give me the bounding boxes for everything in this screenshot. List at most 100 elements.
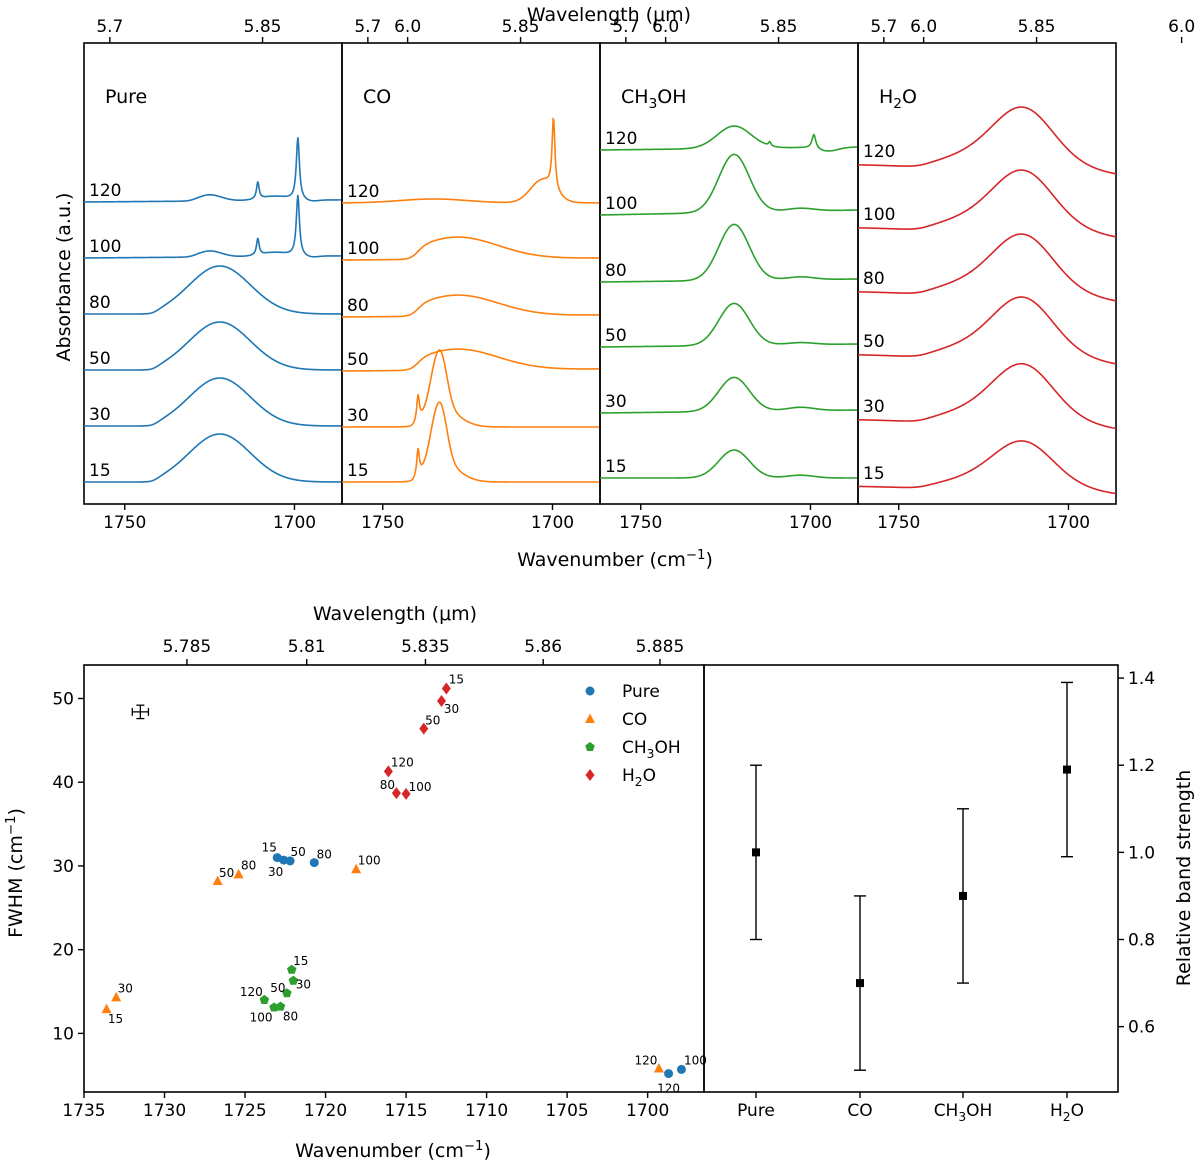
panel-label-co: CO [363, 86, 391, 108]
temp-label-ch3oh-120: 120 [605, 129, 637, 149]
fwhm-point-CH3OH-50 [282, 988, 292, 998]
wavenumber-tick-label: 1700 [789, 513, 832, 533]
temp-label-h2o-50: 50 [863, 332, 885, 352]
top-panel-spectra-h2o [858, 106, 1116, 495]
temp-label-co-15: 15 [347, 461, 369, 481]
temp-label-co-50: 50 [347, 350, 369, 370]
legend-label-ch3oh: CH3OH [622, 738, 681, 761]
temp-label-co-120: 120 [347, 182, 379, 202]
fwhm-point-CO-50 [212, 875, 223, 886]
wavelength-tick-label: 6.0 [652, 17, 679, 37]
fwhm-point-H2O-50 [419, 722, 429, 735]
band-strength-category-label: Pure [737, 1101, 775, 1121]
fwhm-wavelength-tick-label: 5.81 [288, 637, 326, 657]
top-panel-wavelength-title: Wavelength (μm) [527, 4, 691, 26]
legend-marker-h2o [585, 769, 595, 781]
wavenumber-tick-label: 1750 [361, 513, 404, 533]
wavelength-tick-label: 6.0 [1168, 17, 1195, 37]
top-panel-frame-co [341, 42, 601, 505]
top-panel-frame-h2o [857, 42, 1117, 505]
bottom-panel-wavenumber-title: Wavenumber (cm−1) [295, 1139, 491, 1162]
fwhm-point-label: 50 [270, 981, 285, 995]
fwhm-point-label: 50 [425, 714, 440, 728]
fwhm-x-tick-label: 1735 [62, 1101, 105, 1121]
temp-label-h2o-30: 30 [863, 397, 885, 417]
fwhm-point-label: 30 [444, 702, 459, 716]
spectrum-ch3oh-30K [600, 376, 858, 414]
fwhm-point-label: 80 [241, 858, 256, 872]
fwhm-wavelength-tick-label: 5.835 [401, 637, 450, 657]
wavelength-tick-label: 6.0 [394, 17, 421, 37]
fwhm-point-label: 120 [657, 1082, 680, 1096]
fwhm-x-tick-label: 1730 [143, 1101, 186, 1121]
fwhm-point-label: 100 [250, 1010, 273, 1024]
spectrum-h2o-120K [858, 106, 1116, 175]
fwhm-point-CH3OH-120 [259, 994, 270, 1004]
band-strength-y-tick-label: 1.2 [1128, 756, 1155, 776]
temp-label-pure-30: 30 [89, 405, 111, 425]
temp-label-ch3oh-80: 80 [605, 261, 627, 281]
wavelength-tick-label: 5.85 [1018, 17, 1056, 37]
legend-label-pure: Pure [622, 682, 660, 702]
fwhm-point-CH3OH-30 [288, 975, 299, 985]
fwhm-point-label: 50 [290, 845, 305, 859]
fwhm-x-tick-label: 1715 [384, 1101, 427, 1121]
spectrum-co-100K [342, 236, 600, 261]
fwhm-x-tick-label: 1700 [626, 1101, 669, 1121]
temp-label-ch3oh-30: 30 [605, 392, 627, 412]
wavelength-tick-label: 5.7 [612, 17, 639, 37]
spectrum-ch3oh-120K [600, 125, 858, 152]
fwhm-point-CH3OH-15 [286, 964, 297, 974]
band-strength-point-2 [959, 891, 967, 900]
fwhm-point-label: 80 [283, 1010, 298, 1024]
spectrum-pure-120K [84, 137, 342, 203]
chart-marks: 15 30 50 80 100 120 Pure 1750 1700 5.7 5.85 6.0 15 30… [52, 17, 1195, 1124]
spectrum-pure-50K [84, 321, 342, 371]
fwhm-point-label: 30 [118, 981, 133, 995]
fwhm-point-label: 80 [380, 778, 395, 792]
wavenumber-tick-label: 1750 [877, 513, 920, 533]
fwhm-point-label: 15 [262, 841, 277, 855]
spectrum-pure-80K [84, 265, 342, 315]
temp-label-h2o-100: 100 [863, 205, 895, 225]
band-strength-y-tick-label: 1.4 [1128, 669, 1155, 689]
fwhm-point-label: 120 [634, 1054, 657, 1068]
spectrum-h2o-50K [858, 296, 1116, 365]
wavelength-tick-label: 5.7 [96, 17, 123, 37]
temp-label-co-100: 100 [347, 239, 379, 259]
spectrum-co-30K [342, 349, 600, 428]
fwhm-point-label: 15 [293, 954, 308, 968]
panel-label-ch3oh: CH3OH [621, 86, 687, 112]
top-panel-spectra-pure [84, 137, 342, 483]
temp-label-ch3oh-15: 15 [605, 457, 627, 477]
legend-marker-co [585, 713, 595, 723]
fwhm-y-tick-label: 30 [52, 857, 74, 877]
temp-label-h2o-15: 15 [863, 464, 885, 484]
fwhm-wavelength-tick-label: 5.86 [524, 637, 562, 657]
fwhm-point-CO-15 [101, 1003, 112, 1014]
fwhm-point-label: 100 [409, 780, 432, 794]
fwhm-y-tick-label: 40 [52, 773, 74, 793]
temp-label-co-80: 80 [347, 296, 369, 316]
temp-label-h2o-80: 80 [863, 269, 885, 289]
fwhm-point-label: 120 [391, 755, 414, 769]
fwhm-point-label: 100 [358, 853, 381, 867]
temp-label-pure-15: 15 [89, 461, 111, 481]
fwhm-point-CO-100 [351, 863, 362, 874]
spectrum-ch3oh-50K [600, 302, 858, 348]
spectrum-co-80K [342, 294, 600, 318]
spectrum-ch3oh-80K [600, 223, 858, 283]
top-panel-spectra-ch3oh [600, 125, 858, 479]
fwhm-y-tick-label: 20 [52, 941, 74, 961]
top-panel-wavenumber-title: Wavenumber (cm−1) [517, 548, 713, 571]
spectrum-h2o-100K [858, 169, 1116, 238]
spectrum-h2o-15K [858, 440, 1116, 495]
temp-label-ch3oh-100: 100 [605, 194, 637, 214]
top-panel-spectra-co [342, 116, 600, 483]
fwhm-wavelength-tick-label: 5.885 [636, 637, 685, 657]
spectrum-pure-30K [84, 377, 342, 427]
fwhm-point-H2O-30 [437, 695, 447, 708]
band-strength-category-label: CO [847, 1101, 872, 1121]
spectrum-co-15K [342, 401, 600, 483]
